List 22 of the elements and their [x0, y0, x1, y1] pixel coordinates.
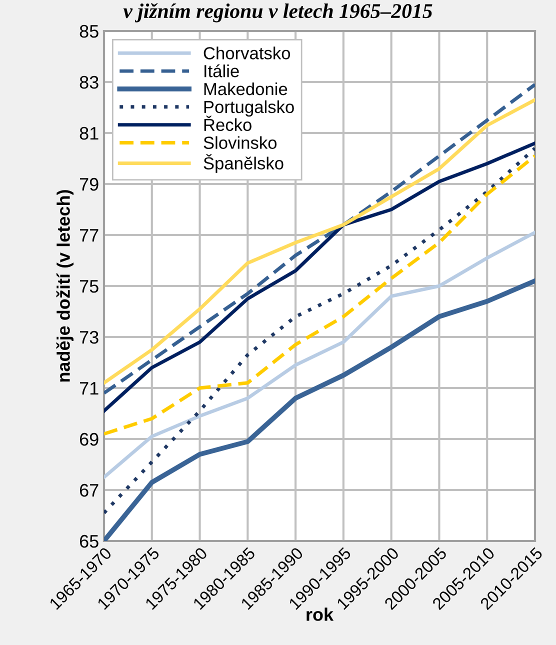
y-tick-label: 67 — [80, 484, 98, 497]
y-tick-label: 65 — [80, 534, 98, 548]
y-tick-label: 83 — [80, 76, 98, 89]
legend-label: Španělsko — [204, 154, 284, 173]
legend-label: Itálie — [204, 64, 239, 78]
legend-label: Řecko — [204, 116, 252, 132]
y-tick-label: 71 — [80, 382, 98, 395]
y-tick-label: 73 — [80, 330, 98, 344]
y-tick-label: 85 — [80, 24, 98, 38]
y-axis-title: naděje dožití (v letech) — [56, 190, 74, 382]
chart-title: v jižním regionu v letech 1965–2015 — [123, 3, 432, 22]
line-series — [104, 230, 535, 479]
y-tick-label: 81 — [80, 126, 98, 140]
x-axis-title: rok — [306, 608, 334, 621]
legend-label: Portugalsko — [204, 100, 294, 117]
legend-label: Slovinsko — [204, 136, 277, 149]
y-tick-label: 77 — [80, 229, 98, 242]
y-tick-label: 75 — [80, 280, 98, 293]
y-tick-label: 69 — [80, 432, 98, 446]
legend-label: Chorvatsko — [204, 46, 290, 60]
legend-label: Makedonie — [204, 82, 288, 96]
y-tick-label: 79 — [80, 178, 98, 191]
